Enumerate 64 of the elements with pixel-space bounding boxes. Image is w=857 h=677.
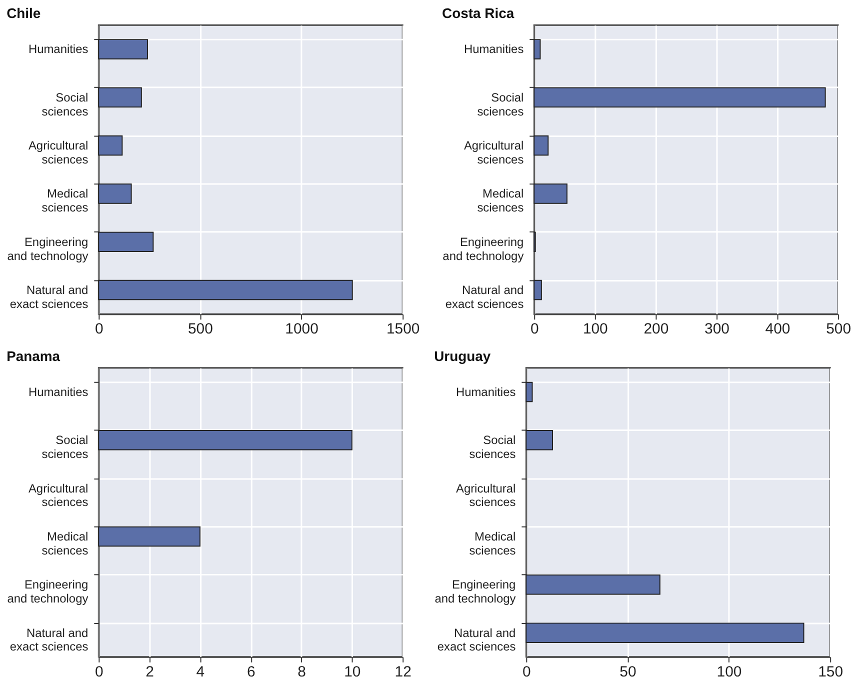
y-tick-label: Natural and exact sciences	[10, 626, 88, 654]
chart-title: Chile	[6, 5, 41, 22]
y-tick-label: Engineering and technology	[7, 578, 88, 606]
y-tick-label: Agricultural sciences	[456, 481, 516, 510]
x-tick-label: 10	[344, 663, 361, 677]
y-tick-label: Natural and exact sciences	[10, 283, 88, 311]
chart-title: Uruguay	[434, 348, 491, 364]
y-tick-label: Agricultural sciences	[28, 481, 88, 510]
x-tick-label: 100	[582, 320, 608, 338]
y-tick-label: Agricultural sciences	[28, 138, 88, 166]
x-tick-label: 500	[826, 320, 852, 338]
y-tick-label: Medical sciences	[42, 529, 88, 558]
bar	[534, 280, 542, 300]
y-tick-label: Social sciences	[469, 433, 516, 462]
x-tick-label: 0	[94, 320, 104, 338]
bar	[526, 382, 533, 402]
y-tick-label: Social sciences	[477, 90, 524, 118]
bar	[526, 430, 553, 450]
bar	[98, 184, 132, 204]
y-tick-label: Social sciences	[42, 433, 88, 462]
bar	[534, 135, 549, 156]
x-tick-label: 0	[94, 663, 104, 677]
chart-title: Panama	[6, 348, 60, 364]
y-tick-label: Medical sciences	[42, 186, 88, 215]
bar	[534, 87, 826, 108]
bar	[534, 39, 541, 60]
chart-title: Costa Rica	[442, 5, 514, 22]
y-tick-label: Medical sciences	[477, 186, 524, 215]
x-tick-label: 200	[644, 320, 669, 338]
x-tick-label: 400	[765, 320, 790, 338]
x-tick-label: 1000	[285, 320, 318, 338]
x-tick-label: 0	[522, 663, 531, 677]
bar	[526, 622, 804, 643]
x-tick-label: 500	[188, 320, 213, 338]
y-tick-label: Agricultural sciences	[464, 138, 524, 166]
x-tick-label: 0	[530, 320, 539, 338]
y-tick-label: Social sciences	[42, 90, 88, 118]
bar	[534, 184, 568, 204]
bar	[98, 39, 148, 60]
x-tick-label: 50	[620, 663, 636, 677]
y-tick-label: Engineering and technology	[7, 234, 88, 263]
y-tick-label: Humanities	[456, 384, 516, 399]
bar	[98, 135, 123, 156]
y-tick-label: Natural and exact sciences	[437, 626, 516, 654]
y-tick-label: Humanities	[28, 42, 88, 56]
x-tick-label: 150	[818, 663, 844, 677]
y-tick-label: Humanities	[464, 42, 524, 56]
y-tick-label: Humanities	[28, 384, 88, 399]
y-tick-label: Engineering and technology	[442, 234, 524, 263]
x-tick-label: 8	[298, 663, 306, 677]
bar	[98, 232, 154, 252]
x-tick-label: 2	[146, 663, 154, 677]
y-tick-label: Engineering and technology	[434, 578, 516, 606]
bar	[526, 574, 660, 595]
y-tick-label: Medical sciences	[469, 529, 516, 558]
x-tick-label: 300	[704, 320, 730, 338]
x-tick-label: 6	[246, 663, 256, 677]
bar	[98, 280, 353, 300]
x-tick-label: 4	[196, 663, 205, 677]
bar	[98, 87, 142, 108]
x-tick-label: 100	[716, 663, 742, 677]
y-tick-label: Natural and exact sciences	[445, 283, 524, 311]
x-tick-label: 12	[394, 663, 412, 677]
x-tick-label: 1500	[386, 320, 420, 338]
